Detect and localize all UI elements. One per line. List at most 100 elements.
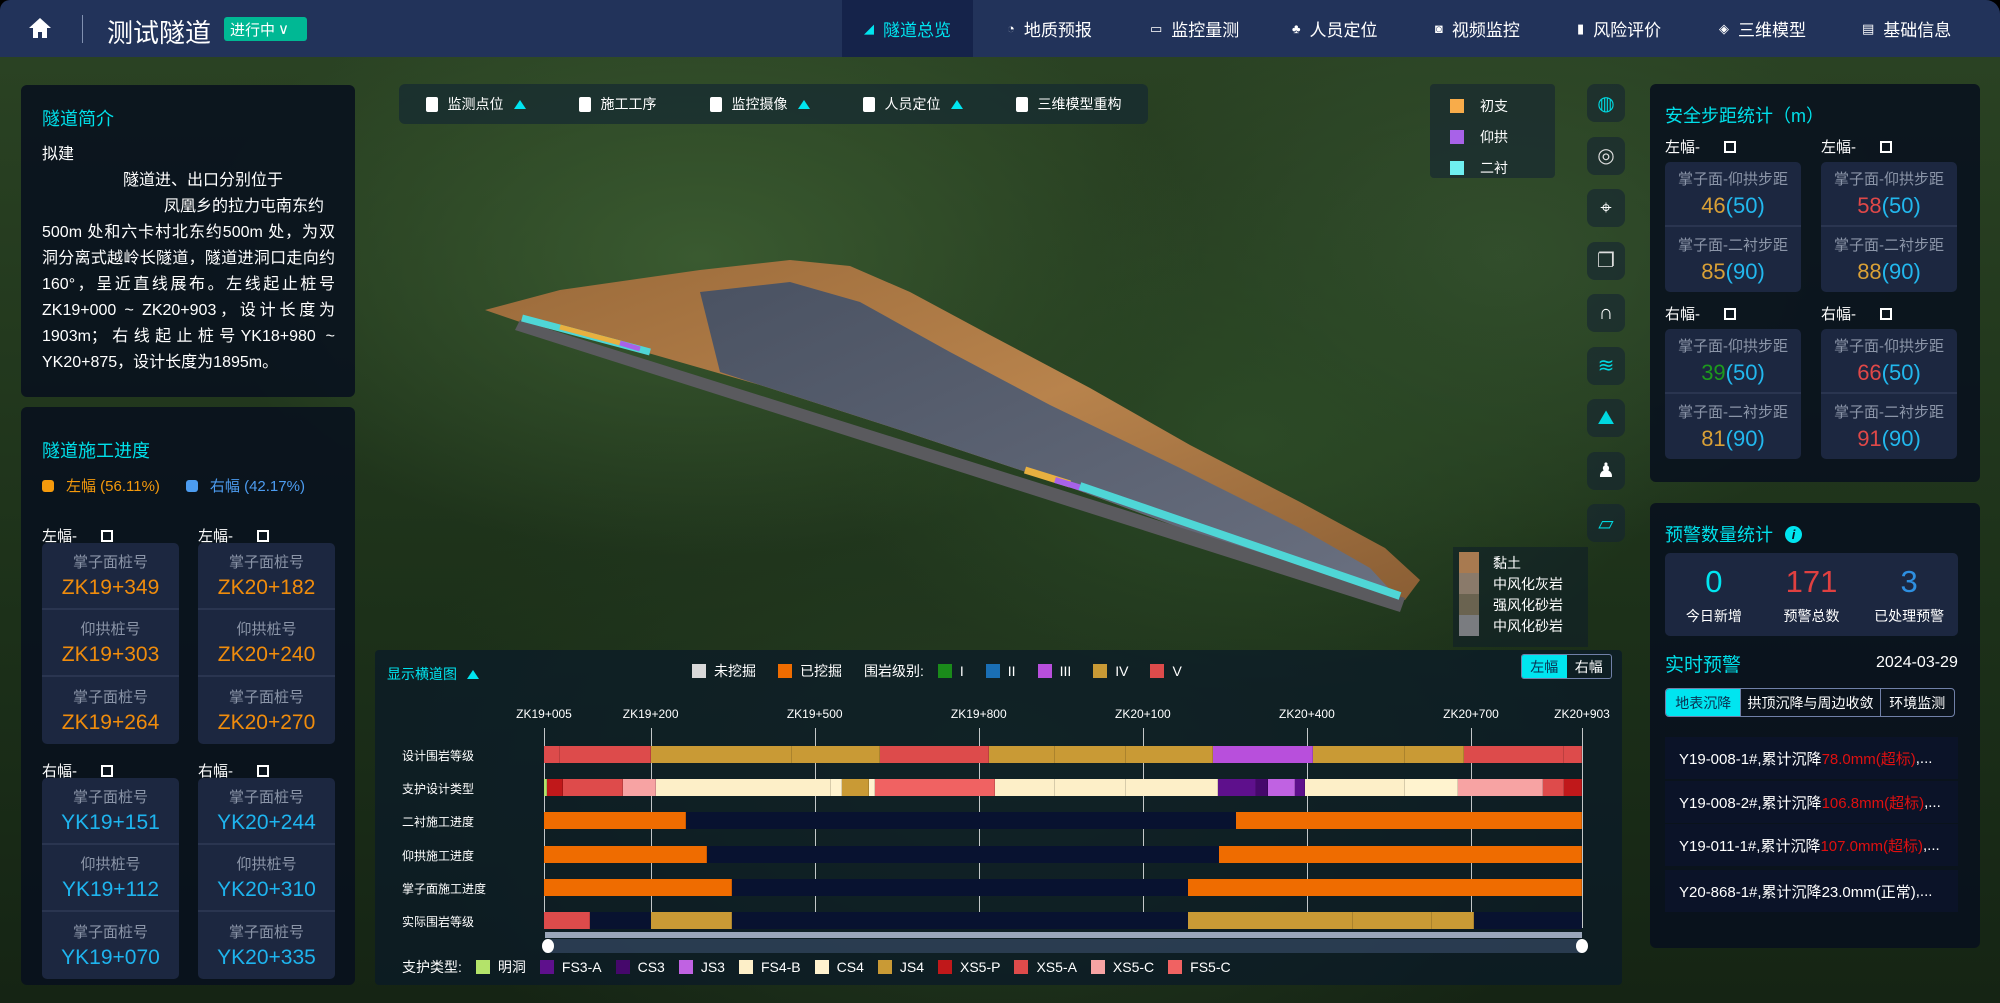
toolbar-toggle-2[interactable]: 监控摄像: [709, 94, 810, 114]
strata-icon[interactable]: ≋: [1587, 346, 1625, 385]
gantt-segment[interactable]: [1305, 779, 1406, 796]
safety-item: 掌子面-仰拱步距 46(50): [1665, 162, 1801, 227]
gantt-segment[interactable]: [1126, 746, 1214, 763]
safety-item: 掌子面-二衬步距 91(90): [1821, 394, 1957, 459]
gantt-segment[interactable]: [1563, 746, 1582, 763]
gantt-segment[interactable]: [1054, 746, 1127, 763]
gantt-segment[interactable]: [1187, 912, 1353, 929]
toggle-section-chart[interactable]: 显示横道图: [387, 664, 479, 684]
toolbar-toggle-0[interactable]: 监测点位: [425, 94, 526, 114]
group-label: 右幅-: [198, 763, 233, 780]
nav-tab-1[interactable]: ◔ 地质预报: [985, 0, 1114, 57]
warning-tab-0[interactable]: 地表沉降: [1666, 689, 1741, 716]
checkbox[interactable]: [578, 96, 591, 112]
checkbox[interactable]: [425, 96, 438, 112]
nav-tab-3[interactable]: ♣ 人员定位: [1270, 0, 1400, 57]
ruler-icon[interactable]: ▱: [1587, 504, 1625, 542]
gantt-row: [544, 812, 1582, 829]
range-slider-end-handle[interactable]: [1576, 939, 1588, 953]
expand-arrow-icon[interactable]: [513, 99, 526, 109]
gantt-segment[interactable]: [1352, 912, 1432, 929]
gantt-segment[interactable]: [1458, 779, 1543, 796]
info-icon[interactable]: i: [1785, 525, 1802, 543]
nav-tab-0[interactable]: ◢ 隧道总览: [842, 0, 973, 57]
warning-list-item[interactable]: Y19-008-1#,累计沉降 78.0mm(超标),...: [1665, 737, 1958, 779]
gantt-segment[interactable]: [989, 746, 1055, 763]
checkbox[interactable]: [1015, 96, 1028, 112]
expand-arrow-icon[interactable]: [950, 99, 963, 109]
gantt-segment[interactable]: [1405, 779, 1459, 796]
expand-arrow-icon[interactable]: [797, 99, 810, 109]
side-tab-1[interactable]: 右幅: [1574, 658, 1603, 675]
gantt-segment[interactable]: [1126, 779, 1219, 796]
gantt-segment[interactable]: [1213, 746, 1313, 763]
home-icon[interactable]: [29, 18, 51, 38]
layers-icon[interactable]: ❐: [1587, 241, 1625, 280]
gantt-segment[interactable]: [544, 912, 591, 929]
gantt-segment[interactable]: [1431, 912, 1475, 929]
checkbox[interactable]: [709, 96, 722, 112]
gantt-segment[interactable]: [1312, 746, 1406, 763]
gantt-segment[interactable]: [792, 746, 880, 763]
gantt-segment[interactable]: [1268, 779, 1295, 796]
gantt-segment[interactable]: [1256, 779, 1269, 796]
warning-tab-2[interactable]: 环境监测: [1879, 689, 1954, 716]
gantt-row: [544, 912, 1582, 929]
realtime-warning-title: 实时预警: [1665, 655, 1742, 676]
gantt-segment[interactable]: [1218, 779, 1257, 796]
gantt-segment[interactable]: [1294, 779, 1306, 796]
gantt-segment[interactable]: [544, 746, 561, 763]
gantt-segment[interactable]: [1054, 779, 1127, 796]
gantt-segment[interactable]: [994, 779, 1055, 796]
gantt-segment[interactable]: [1563, 779, 1582, 796]
gantt-segment[interactable]: [1405, 746, 1465, 763]
range-slider-track[interactable]: [545, 932, 1582, 938]
terrain-icon[interactable]: ⛰: [1587, 399, 1625, 437]
gantt-segment[interactable]: [547, 779, 564, 796]
gantt-segment[interactable]: [1235, 812, 1582, 829]
gantt-segment[interactable]: [544, 846, 707, 863]
gantt-segment[interactable]: [623, 779, 657, 796]
side-tab-0[interactable]: 左幅: [1522, 655, 1567, 678]
nav-tab-4[interactable]: ◙ 视频监控: [1413, 0, 1542, 57]
nav-tab-6[interactable]: ◈ 三维模型: [1697, 0, 1828, 57]
toolbar-toggle-1[interactable]: 施工工序: [578, 94, 657, 114]
nav-tab-2[interactable]: ▭ 监控量测: [1128, 0, 1261, 57]
gantt-segment[interactable]: [563, 779, 624, 796]
location-pin-icon[interactable]: ⌖: [1587, 189, 1625, 227]
nav-tab-5[interactable]: ▮ 风险评价: [1555, 0, 1683, 57]
checkbox[interactable]: [862, 96, 875, 112]
warning-list-item[interactable]: Y20-868-1#,累计沉降 23.0mm(正常),...: [1665, 870, 1958, 912]
nav-tab-7[interactable]: ▤ 基础信息: [1840, 0, 1973, 57]
range-slider-window[interactable]: [545, 939, 1582, 953]
gantt-segment[interactable]: [560, 746, 651, 763]
status-dropdown[interactable]: 进行中 ∨: [224, 17, 307, 41]
warning-value: 23.0mm(正常): [1821, 883, 1916, 901]
warning-list-item[interactable]: Y19-011-1#,累计沉降 107.0mm(超标),...: [1665, 824, 1958, 866]
warning-list-item[interactable]: Y19-008-2#,累计沉降 106.8mm(超标),...: [1665, 781, 1958, 823]
gantt-segment[interactable]: [1219, 846, 1582, 863]
gantt-segment[interactable]: [656, 779, 832, 796]
gantt-segment[interactable]: [544, 812, 686, 829]
warning-tab-1[interactable]: 拱顶沉降与周边收敛: [1740, 689, 1879, 716]
gantt-segment[interactable]: [869, 779, 875, 796]
gantt-segment[interactable]: [544, 779, 548, 796]
toolbar-toggle-3[interactable]: 人员定位: [862, 94, 963, 114]
gantt-segment[interactable]: [879, 746, 990, 763]
gantt-segment[interactable]: [650, 746, 793, 763]
gantt-segment[interactable]: [544, 879, 733, 896]
tunnel-section-icon[interactable]: ∩: [1587, 294, 1625, 332]
surveyor-icon[interactable]: ♟: [1587, 451, 1625, 490]
gantt-segment[interactable]: [1464, 746, 1564, 763]
gantt-segment[interactable]: [650, 912, 733, 929]
gantt-segment[interactable]: [831, 779, 843, 796]
globe-icon[interactable]: ◍: [1587, 84, 1625, 122]
toolbar-toggle-4[interactable]: 三维模型重构: [1015, 94, 1122, 114]
gantt-segment[interactable]: [1187, 879, 1582, 896]
sphere-icon[interactable]: ◎: [1587, 136, 1625, 175]
range-slider-start-handle[interactable]: [542, 939, 554, 953]
gantt-segment[interactable]: [842, 779, 870, 796]
gantt-segment[interactable]: [1542, 779, 1564, 796]
gantt-segment[interactable]: [874, 779, 995, 796]
